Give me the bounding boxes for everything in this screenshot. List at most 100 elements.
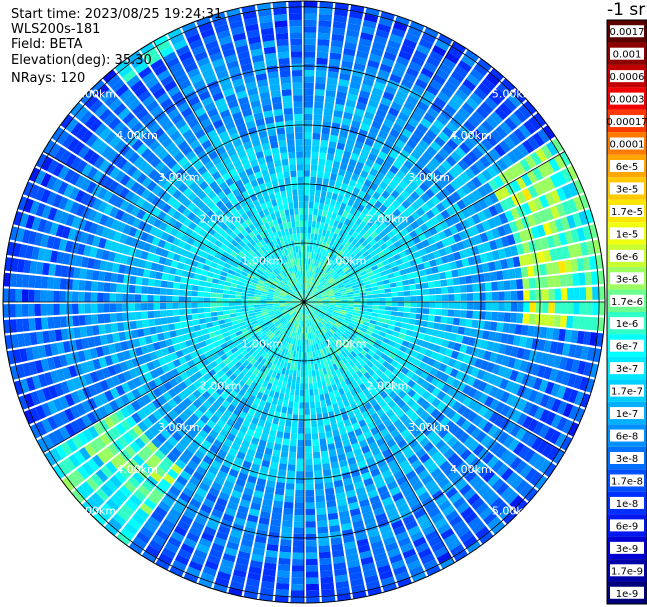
range-gate bbox=[416, 207, 426, 217]
range-gate bbox=[142, 242, 152, 252]
range-gate bbox=[229, 290, 236, 295]
range-gate bbox=[160, 428, 171, 440]
range-gate bbox=[334, 306, 342, 310]
range-gate bbox=[472, 378, 482, 389]
range-gate bbox=[396, 154, 407, 165]
range-gate bbox=[290, 310, 296, 316]
range-gate bbox=[134, 303, 142, 311]
range-gate bbox=[259, 322, 266, 328]
range-gate bbox=[141, 480, 155, 493]
range-gate bbox=[483, 383, 494, 395]
range-gate bbox=[350, 75, 363, 84]
range-gate bbox=[304, 389, 309, 397]
range-gate bbox=[320, 570, 333, 578]
range-gate bbox=[410, 149, 422, 160]
range-gate bbox=[389, 128, 400, 139]
range-gate bbox=[340, 309, 347, 314]
range-gate bbox=[369, 398, 378, 407]
range-gate bbox=[202, 566, 217, 577]
range-gate bbox=[426, 430, 438, 441]
range-gate bbox=[351, 514, 363, 523]
range-gate bbox=[401, 209, 411, 219]
range-gate bbox=[258, 399, 266, 408]
range-gate bbox=[436, 353, 445, 363]
range-gate bbox=[305, 565, 319, 572]
range-gate bbox=[358, 405, 367, 414]
range-gate bbox=[129, 275, 137, 285]
range-gate bbox=[40, 358, 50, 372]
range-gate bbox=[207, 271, 215, 278]
range-gate bbox=[146, 402, 157, 413]
range-gate bbox=[455, 334, 464, 344]
range-gate bbox=[367, 153, 377, 162]
range-gate bbox=[331, 283, 338, 288]
range-gate bbox=[306, 307, 310, 314]
range-gate bbox=[336, 268, 343, 275]
range-gate bbox=[388, 352, 397, 360]
range-gate bbox=[305, 289, 308, 296]
range-gate bbox=[432, 44, 447, 57]
range-gate bbox=[418, 38, 434, 50]
range-gate bbox=[153, 295, 160, 302]
range-gate bbox=[210, 261, 218, 269]
range-gate bbox=[416, 295, 424, 302]
range-gate bbox=[444, 81, 458, 93]
range-gate bbox=[341, 156, 350, 165]
range-gate bbox=[264, 447, 273, 456]
range-gate bbox=[87, 336, 96, 348]
range-gate bbox=[372, 162, 382, 172]
range-gate bbox=[334, 8, 348, 17]
range-gate bbox=[256, 363, 264, 371]
range-gate bbox=[261, 288, 269, 293]
range-gate bbox=[574, 407, 586, 423]
range-gate bbox=[161, 192, 172, 203]
range-gate bbox=[206, 355, 215, 364]
range-gate bbox=[183, 537, 197, 549]
range-gate bbox=[172, 189, 183, 200]
range-gate bbox=[433, 96, 447, 109]
range-gate bbox=[49, 448, 63, 463]
range-gate bbox=[385, 251, 394, 259]
range-gate bbox=[304, 283, 306, 290]
range-gate bbox=[397, 423, 407, 434]
range-gate bbox=[397, 577, 412, 588]
range-gate bbox=[252, 276, 260, 282]
range-gate bbox=[37, 218, 47, 233]
range-gate bbox=[324, 265, 330, 272]
range-gate bbox=[327, 352, 333, 360]
range-gate bbox=[284, 335, 289, 343]
range-gate bbox=[380, 254, 388, 262]
range-gate bbox=[158, 256, 167, 265]
range-gate bbox=[28, 289, 35, 302]
range-gate bbox=[424, 220, 434, 229]
range-gate bbox=[467, 337, 476, 347]
range-gate bbox=[489, 352, 498, 363]
range-gate bbox=[592, 286, 599, 300]
range-gate bbox=[402, 375, 411, 385]
range-gate bbox=[293, 305, 299, 310]
range-gate bbox=[295, 477, 304, 484]
range-gate bbox=[307, 320, 310, 327]
range-gate bbox=[312, 288, 318, 294]
range-gate bbox=[394, 139, 406, 149]
range-gate bbox=[450, 179, 461, 191]
range-gate bbox=[350, 402, 359, 411]
range-gate bbox=[134, 229, 144, 240]
range-gate bbox=[278, 302, 286, 304]
range-gate bbox=[340, 246, 348, 253]
range-gate bbox=[335, 331, 342, 338]
range-gate bbox=[367, 339, 375, 346]
range-gate bbox=[368, 196, 377, 206]
range-gate bbox=[84, 443, 96, 457]
range-gate bbox=[466, 73, 480, 87]
range-gate bbox=[54, 383, 64, 397]
range-gate bbox=[292, 304, 299, 308]
range-gate bbox=[321, 293, 328, 297]
range-gate bbox=[281, 341, 287, 348]
range-gate bbox=[328, 449, 337, 457]
range-gate bbox=[424, 245, 433, 254]
range-gate bbox=[194, 434, 205, 445]
range-gate bbox=[176, 475, 188, 487]
range-gate bbox=[344, 329, 352, 335]
range-gate bbox=[326, 359, 333, 367]
